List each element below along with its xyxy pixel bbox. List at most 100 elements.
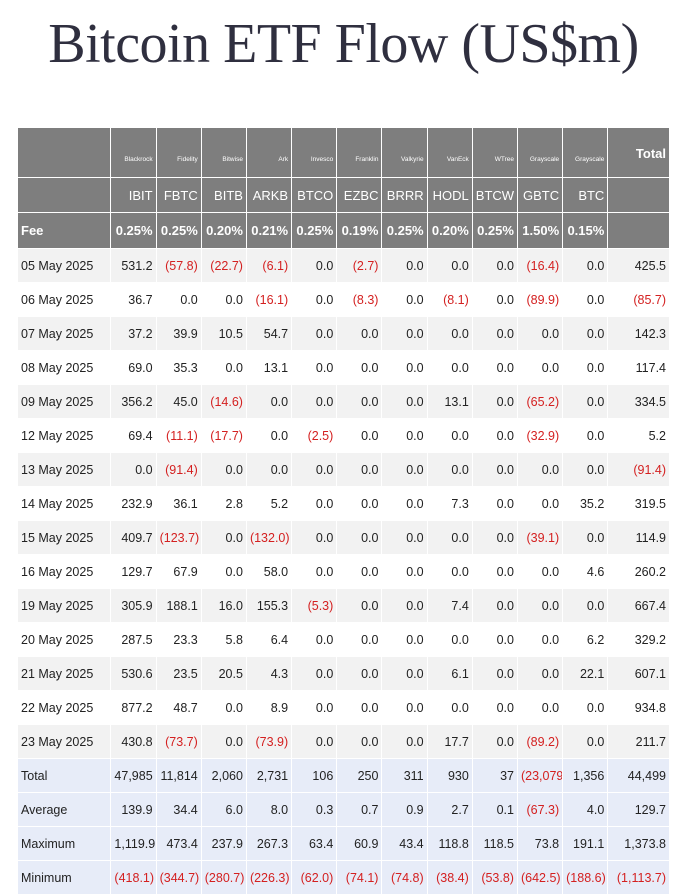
flow-cell: 155.3 bbox=[245, 588, 293, 623]
flow-cell: 0.0 bbox=[381, 316, 428, 351]
etf-flow-table: Blackrock Fidelity Bitwise Ark Invesco Frankl… bbox=[16, 127, 670, 895]
flow-cell: 0.0 bbox=[426, 350, 473, 385]
flow-cell: 0.0 bbox=[426, 248, 473, 283]
row-total: 425.5 bbox=[607, 248, 670, 283]
total-column-header-blank bbox=[607, 177, 670, 213]
summary-cell: 37 bbox=[471, 758, 518, 793]
summary-rows: Total 47,985 11,814 2,060 2,731 106 250 311 930 3… bbox=[16, 758, 670, 895]
fee-value: 0.19% bbox=[336, 212, 383, 249]
summary-cell: 267.3 bbox=[245, 826, 293, 861]
summary-cell: (74.1) bbox=[336, 860, 383, 895]
table-row: 20 May 2025 287.5 23.3 5.8 6.4 0.0 0.0 0.0 0.0 0.… bbox=[16, 622, 670, 657]
summary-row: Maximum 1,119.9 473.4 237.9 267.3 63.4 60.9 43.… bbox=[16, 826, 670, 861]
flow-cell: 0.0 bbox=[336, 520, 383, 555]
flow-cell: 0.0 bbox=[381, 622, 428, 657]
row-date: 15 May 2025 bbox=[16, 520, 112, 555]
flow-cell: 0.0 bbox=[562, 418, 609, 453]
summary-cell: 237.9 bbox=[200, 826, 247, 861]
summary-total: (1,113.7) bbox=[607, 860, 670, 895]
table-row: 07 May 2025 37.2 39.9 10.5 54.7 0.0 0.0 0.0 0.0 0… bbox=[16, 316, 670, 351]
summary-cell: 2.7 bbox=[426, 792, 473, 827]
summary-total: 129.7 bbox=[607, 792, 670, 827]
flow-cell: 0.0 bbox=[336, 316, 383, 351]
flow-cell: 305.9 bbox=[110, 588, 157, 623]
flow-cell: 0.0 bbox=[336, 656, 383, 691]
summary-label: Total bbox=[16, 758, 112, 793]
flow-cell: 0.0 bbox=[516, 452, 564, 487]
summary-label: Minimum bbox=[16, 860, 112, 895]
summary-cell: 1,356 bbox=[562, 758, 609, 793]
flow-cell: (8.3) bbox=[336, 282, 383, 317]
flow-cell: 0.0 bbox=[426, 316, 473, 351]
flow-cell: 0.0 bbox=[291, 724, 338, 759]
flow-cell: 67.9 bbox=[155, 554, 202, 589]
flow-cell: 0.0 bbox=[562, 588, 609, 623]
summary-cell: (280.7) bbox=[200, 860, 247, 895]
flow-cell: 0.0 bbox=[200, 350, 247, 385]
ticker-header: IBIT bbox=[110, 177, 157, 213]
summary-cell: 11,814 bbox=[155, 758, 202, 793]
flow-cell: (11.1) bbox=[155, 418, 202, 453]
flow-cell: 35.2 bbox=[562, 486, 609, 521]
flow-cell: 36.1 bbox=[155, 486, 202, 521]
flow-cell: (132.0) bbox=[245, 520, 293, 555]
ticker-header: FBTC bbox=[155, 177, 202, 213]
summary-cell: 4.0 bbox=[562, 792, 609, 827]
row-date: 12 May 2025 bbox=[16, 418, 112, 453]
issuer-name: Ark bbox=[245, 127, 293, 178]
flow-cell: 0.0 bbox=[291, 248, 338, 283]
flow-cell: 0.0 bbox=[291, 452, 338, 487]
flow-cell: (2.5) bbox=[291, 418, 338, 453]
issuer-name: Blackrock bbox=[110, 127, 157, 178]
flow-cell: 0.0 bbox=[381, 452, 428, 487]
summary-cell: (23,079) bbox=[516, 758, 564, 793]
flow-cell: 0.0 bbox=[516, 486, 564, 521]
row-total: (91.4) bbox=[607, 452, 670, 487]
summary-cell: 930 bbox=[426, 758, 473, 793]
flow-cell: 0.0 bbox=[381, 656, 428, 691]
row-date: 13 May 2025 bbox=[16, 452, 112, 487]
row-total: 211.7 bbox=[607, 724, 670, 759]
summary-cell: (226.3) bbox=[245, 860, 293, 895]
flow-cell: 0.0 bbox=[471, 282, 518, 317]
flow-cell: 0.0 bbox=[245, 418, 293, 453]
flow-cell: 6.1 bbox=[426, 656, 473, 691]
flow-cell: 0.0 bbox=[381, 486, 428, 521]
flow-cell: 0.0 bbox=[471, 248, 518, 283]
row-date: 08 May 2025 bbox=[16, 350, 112, 385]
ticker-header: BITB bbox=[200, 177, 247, 213]
flow-cell: 0.0 bbox=[291, 282, 338, 317]
flow-cell: 0.0 bbox=[516, 588, 564, 623]
row-date: 09 May 2025 bbox=[16, 384, 112, 419]
row-total: 329.2 bbox=[607, 622, 670, 657]
summary-cell: 6.0 bbox=[200, 792, 247, 827]
flow-cell: 36.7 bbox=[110, 282, 157, 317]
ticker-header: BTCW bbox=[471, 177, 518, 213]
flow-cell: 16.0 bbox=[200, 588, 247, 623]
flow-cell: 0.0 bbox=[562, 690, 609, 725]
flow-cell: 13.1 bbox=[245, 350, 293, 385]
flow-cell: 0.0 bbox=[471, 486, 518, 521]
summary-row: Total 47,985 11,814 2,060 2,731 106 250 311 930 3… bbox=[16, 758, 670, 793]
flow-cell: 0.0 bbox=[291, 520, 338, 555]
total-column-header-blank bbox=[607, 212, 670, 249]
flow-cell: 0.0 bbox=[516, 316, 564, 351]
flow-cell: 0.0 bbox=[336, 622, 383, 657]
flow-cell: 0.0 bbox=[426, 690, 473, 725]
flow-cell: 35.3 bbox=[155, 350, 202, 385]
issuer-name: VanEck bbox=[426, 127, 473, 178]
summary-cell: 0.3 bbox=[291, 792, 338, 827]
flow-cell: 6.4 bbox=[245, 622, 293, 657]
header-corner-cell bbox=[16, 127, 112, 178]
summary-cell: 118.8 bbox=[426, 826, 473, 861]
row-total: 260.2 bbox=[607, 554, 670, 589]
summary-label: Average bbox=[16, 792, 112, 827]
flow-cell: 17.7 bbox=[426, 724, 473, 759]
ticker-header: BRRR bbox=[381, 177, 428, 213]
flow-cell: 0.0 bbox=[562, 452, 609, 487]
table-row: 21 May 2025 530.6 23.5 20.5 4.3 0.0 0.0 0.0 6.1 0… bbox=[16, 656, 670, 691]
summary-cell: 73.8 bbox=[516, 826, 564, 861]
summary-cell: (74.8) bbox=[381, 860, 428, 895]
summary-cell: 106 bbox=[291, 758, 338, 793]
flow-cell: (123.7) bbox=[155, 520, 202, 555]
